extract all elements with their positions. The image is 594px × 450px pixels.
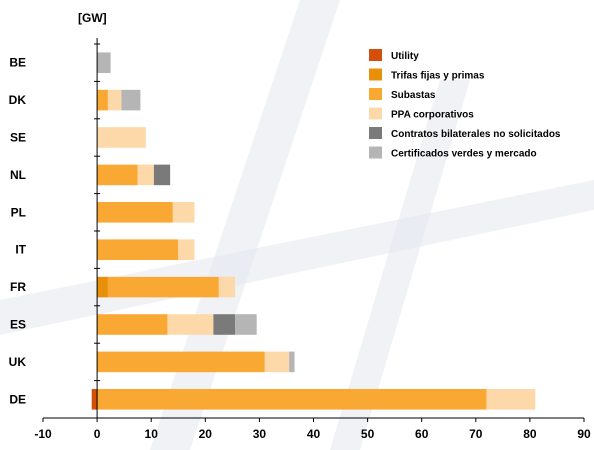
legend-label-subastas: Subastas: [391, 90, 436, 101]
legend-swatch-contratos-bilaterales-no-solicitados: [369, 127, 382, 139]
category-label-pl: PL: [11, 205, 26, 219]
bar-uk-certificados-verdes-y-mercado: [289, 351, 295, 373]
category-label-be: BE: [9, 56, 26, 70]
legend-swatch-utility: [369, 49, 382, 61]
bar-it-ppa-corporativos: [178, 239, 195, 260]
legend-swatch-ppa-corporativos: [369, 107, 382, 120]
x-tick-label: 20: [199, 427, 213, 441]
bars-group: [91, 52, 536, 410]
category-label-uk: UK: [9, 355, 27, 369]
legend-label-utility: Utility: [391, 51, 419, 62]
x-tick-label: 40: [307, 427, 321, 441]
legend-swatch-trifas-fijas-y-primas: [369, 68, 382, 81]
bar-nl-ppa-corporativos: [137, 164, 154, 186]
bar-es-subastas: [97, 314, 168, 335]
bar-nl-subastas: [97, 164, 138, 186]
x-tick-label: -10: [34, 427, 52, 441]
bar-se-ppa-corporativos: [97, 127, 146, 148]
category-label-se: SE: [10, 131, 26, 145]
legend: Utility Trifas fijas y primas Subastas PPA …: [369, 49, 561, 160]
x-tick-label: 0: [94, 427, 101, 441]
bar-es-ppa-corporativos: [167, 314, 214, 335]
category-label-nl: NL: [10, 168, 26, 182]
bar-fr-trifas-fijas-y-primas: [97, 276, 108, 298]
x-tick-label: 10: [145, 427, 159, 441]
category-label-fr: FR: [10, 280, 26, 294]
bar-nl-contratos-bilaterales-no-solicitados: [153, 164, 171, 186]
bar-it-subastas: [97, 239, 179, 260]
legend-label-contratos-bilaterales-no-solicitados: Contratos bilaterales no solicitados: [391, 129, 561, 140]
legend-label-ppa-corporativos: PPA corporativos: [391, 110, 474, 121]
category-label-it: IT: [15, 243, 26, 257]
bar-fr-subastas: [107, 276, 219, 298]
bar-fr-ppa-corporativos: [218, 276, 236, 298]
bar-uk-subastas: [97, 351, 265, 373]
bar-be-certificados-verdes-y-mercado: [97, 52, 111, 73]
bar-pl-subastas: [97, 202, 173, 223]
axes-group: BE DK SE NL PL IT FR ES UK DE -10 0 10 20 30 40 50 60 70 80…: [9, 38, 591, 441]
x-tick-label: 90: [577, 427, 591, 441]
bar-uk-ppa-corporativos: [264, 351, 290, 373]
x-tick-label: 50: [361, 427, 375, 441]
x-tick-label: 70: [469, 427, 483, 441]
bar-de-utility: [91, 389, 98, 410]
legend-swatch-subastas: [369, 88, 382, 100]
category-label-es: ES: [10, 318, 26, 332]
bar-de-ppa-corporativos: [486, 389, 536, 410]
bar-pl-ppa-corporativos: [172, 202, 195, 223]
bar-es-certificados-verdes-y-mercado: [235, 314, 257, 335]
category-label-dk: DK: [9, 93, 27, 107]
legend-label-certificados-verdes-y-mercado: Certificados verdes y mercado: [391, 149, 537, 160]
bar-dk-subastas: [97, 89, 108, 111]
x-tick-label: 80: [523, 427, 537, 441]
bar-dk-ppa-corporativos: [107, 89, 122, 111]
bar-dk-certificados-verdes-y-mercado: [121, 89, 141, 111]
x-tick-label: 60: [415, 427, 429, 441]
category-label-de: DE: [9, 392, 26, 406]
x-tick-label: 30: [253, 427, 267, 441]
bar-es-contratos-bilaterales-no-solicitados: [213, 314, 236, 335]
bar-de-subastas: [97, 389, 487, 410]
legend-label-trifas-fijas-y-primas: Trifas fijas y primas: [391, 71, 485, 82]
legend-swatch-certificados-verdes-y-mercado: [369, 146, 382, 159]
x-unit-label: [GW]: [78, 11, 107, 25]
